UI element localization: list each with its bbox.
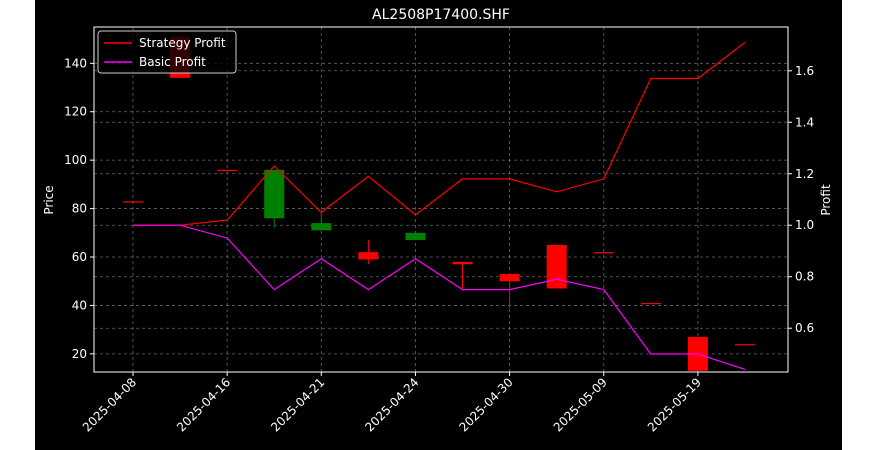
- y-tick-label-left: 100: [64, 153, 87, 167]
- y-axis-label-left: Price: [42, 185, 56, 214]
- y-axis-label-right: Profit: [819, 184, 833, 216]
- profit-lines: [133, 41, 746, 370]
- plot-frame: [93, 26, 789, 373]
- y-tick-label-left: 120: [64, 105, 87, 119]
- basic-profit-line: [133, 224, 746, 370]
- candle-body: [640, 303, 661, 305]
- y-tick-label-left: 80: [72, 202, 87, 216]
- candle-body: [264, 169, 285, 219]
- candle-body: [358, 252, 379, 260]
- y-tick-label-left: 140: [64, 56, 87, 70]
- legend-label-strategy: Strategy Profit: [139, 36, 226, 50]
- y-tick-label-left: 20: [72, 347, 87, 361]
- candle-body: [311, 223, 332, 231]
- legend-label-basic: Basic Profit: [139, 55, 206, 69]
- y-tick-label-right: 0.8: [795, 270, 814, 284]
- strategy-profit-line: [133, 41, 746, 226]
- y-tick-label-left: 60: [72, 250, 87, 264]
- candle-body: [593, 252, 614, 254]
- chart-figure: 20 40 60 80 100 120 140 0.6 0.8 1.0 1.2 1.4 1.6 2025-…: [35, 0, 842, 450]
- candle-body: [217, 169, 238, 172]
- candle-body: [452, 261, 473, 265]
- candle-body: [499, 273, 520, 282]
- candle-body: [735, 344, 755, 346]
- candlestick-chart: 204060801001201400.60.81.01.21.41.62025-…: [35, 0, 842, 450]
- candle-body: [405, 232, 426, 241]
- y-tick-label-right: 1.2: [795, 167, 814, 181]
- y-tick-label-right: 1.6: [795, 64, 814, 78]
- y-tick-label-right: 0.6: [795, 321, 814, 335]
- y-tick-label-left: 40: [72, 298, 87, 312]
- chart-title: AL2508P17400.SHF: [372, 7, 510, 23]
- legend: Strategy Profit Basic Profit: [97, 30, 237, 74]
- candle-body: [123, 201, 143, 203]
- candle-body: [546, 244, 567, 289]
- legend-box: [97, 30, 237, 74]
- y-tick-label-right: 1.0: [795, 218, 814, 232]
- y-tick-label-right: 1.4: [795, 115, 814, 129]
